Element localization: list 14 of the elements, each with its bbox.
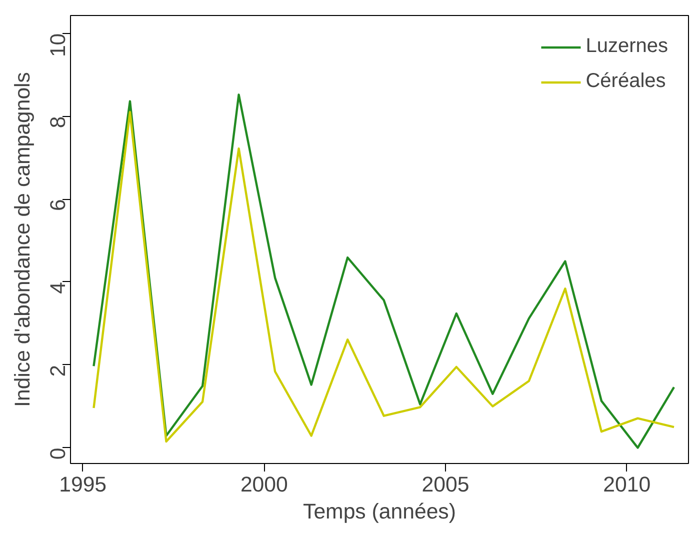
x-axis-title: Temps (années) [303,500,456,524]
legend-label: Céréales [586,70,666,93]
y-tick-label: 2 [46,364,70,377]
y-tick-label: 4 [46,282,70,294]
x-tick-label: 2010 [603,472,651,496]
y-tick-label: 8 [46,116,70,128]
y-tick-label: 0 [46,448,70,460]
y-axis-title: Indice d'abondance de campagnols [10,72,34,407]
x-tick-label: 1995 [59,472,107,496]
x-tick-label: 2005 [422,472,470,496]
legend-label: Luzernes [586,35,668,58]
y-tick-label: 10 [46,33,70,58]
x-tick-label: 2000 [240,472,288,496]
y-tick-label: 6 [46,199,70,211]
